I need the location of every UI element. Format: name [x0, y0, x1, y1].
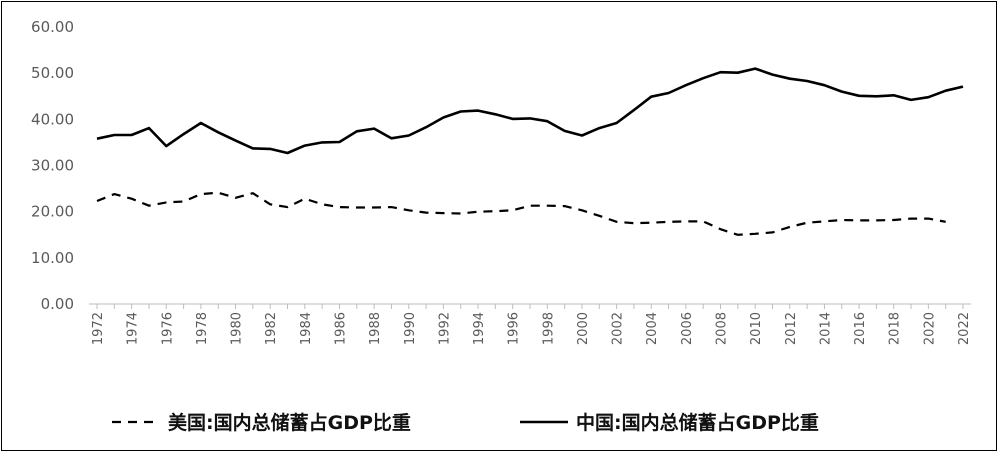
y-tick-label: 10.00 [31, 249, 74, 267]
x-axis: 1972 1974 1976 1978 1980 1982 1984 1986 1988 1990… [89, 303, 972, 345]
x-tick-label: 1974 [126, 312, 141, 345]
x-tick-label: 2012 [784, 312, 799, 345]
x-tick-label: 2014 [818, 312, 833, 345]
legend-us-label: 美国:国内总储蓄占GDP比重 [168, 411, 411, 434]
x-tick-label: 1988 [368, 312, 383, 345]
y-tick-label: 20.00 [31, 203, 74, 221]
x-tick-label: 2022 [957, 312, 972, 345]
y-axis-ticks: 0.00 10.00 20.00 30.00 40.00 50.00 60.00 [31, 18, 74, 313]
x-tick-label: 1982 [264, 312, 279, 345]
y-tick-label: 60.00 [31, 18, 74, 36]
x-tick-label: 1992 [437, 312, 452, 345]
legend-china-label: 中国:国内总储蓄占GDP比重 [576, 411, 819, 434]
x-tick-label: 1986 [333, 312, 348, 345]
x-tick-label: 1996 [507, 312, 522, 345]
x-tick-label: 1994 [472, 312, 487, 345]
x-tick-label: 2000 [576, 312, 591, 345]
legend: 美国:国内总储蓄占GDP比重 中国:国内总储蓄占GDP比重 [112, 411, 819, 434]
x-tick-label: 1990 [403, 312, 418, 345]
x-tick-label: 2002 [611, 312, 626, 345]
x-tick-label: 2018 [888, 312, 903, 345]
y-tick-label: 40.00 [31, 110, 74, 128]
x-tick-label: 1972 [91, 312, 106, 345]
series-line-china [96, 67, 964, 155]
x-tick-label: 2008 [715, 312, 730, 345]
x-tick-label: 1980 [230, 312, 245, 345]
y-tick-label: 30.00 [31, 157, 74, 175]
x-tick-label: 2004 [645, 312, 660, 345]
x-tick-label: 2016 [853, 312, 868, 345]
y-tick-label: 50.00 [31, 64, 74, 82]
series-line-us [96, 191, 946, 236]
plot-area [96, 67, 964, 236]
x-tick-label: 1978 [195, 312, 210, 345]
x-tick-label: 1984 [299, 312, 314, 345]
x-tick-label: 2006 [680, 312, 695, 345]
y-tick-label: 0.00 [41, 295, 74, 313]
x-tick-label: 2020 [922, 312, 937, 345]
x-tick-label: 2010 [749, 312, 764, 345]
x-tick-label: 1998 [541, 312, 556, 345]
x-tick-label: 1976 [160, 312, 175, 345]
